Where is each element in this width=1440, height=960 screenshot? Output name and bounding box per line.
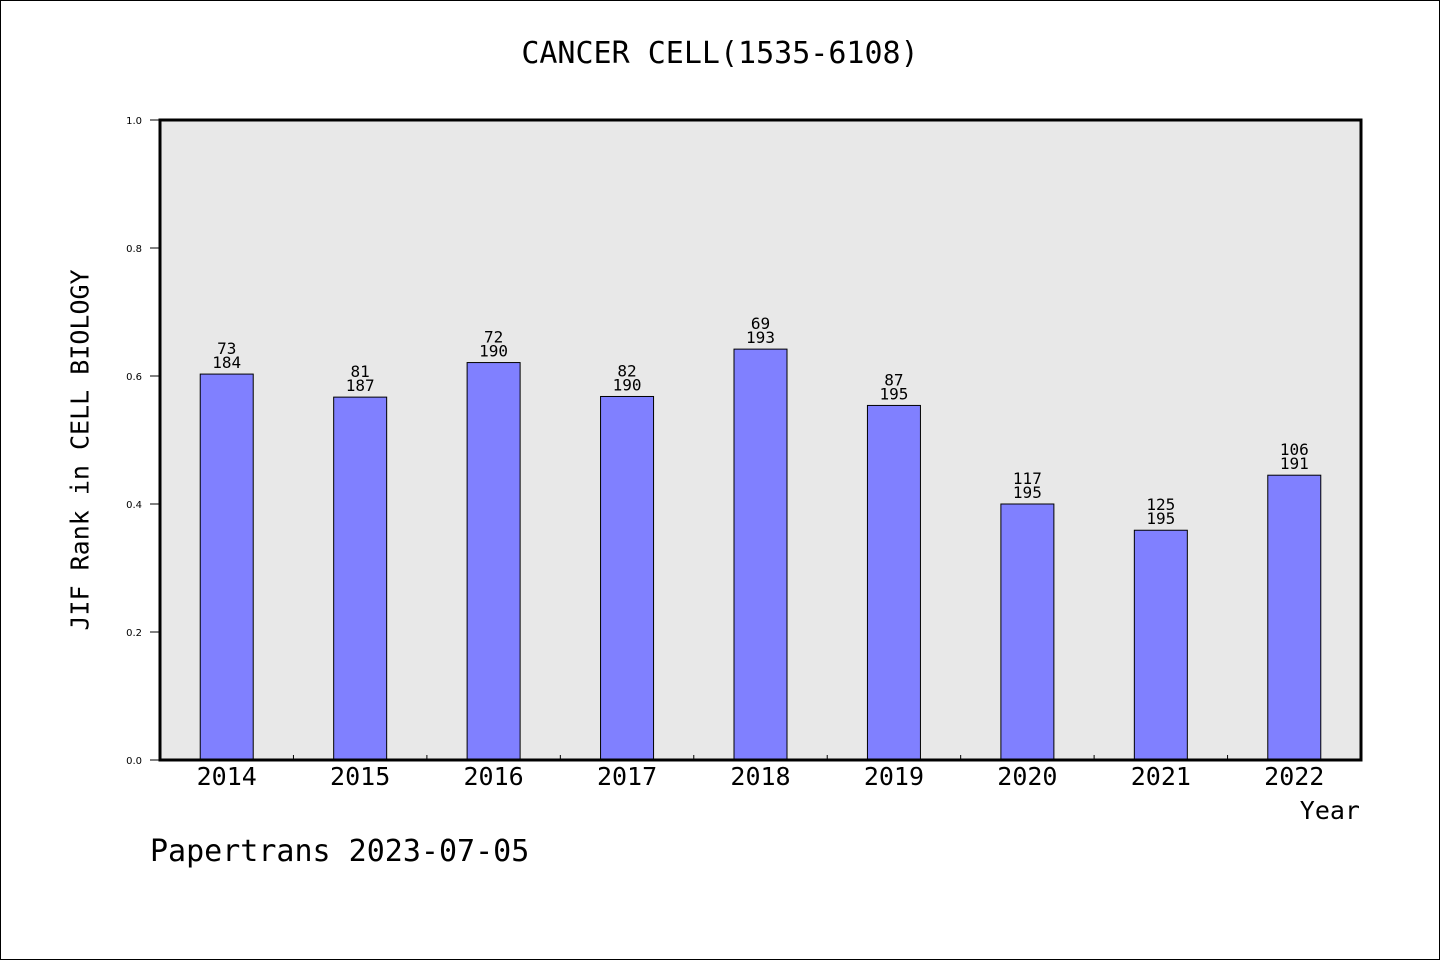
bar-rank-label: 72 (484, 328, 503, 347)
x-tick-label: 2014 (197, 762, 257, 791)
bar-total-label: 191 (1280, 454, 1309, 473)
x-tick-label: 2016 (464, 762, 524, 791)
bar (466, 362, 521, 761)
bar-total-label: 184 (212, 353, 241, 372)
bar (1267, 474, 1322, 761)
bar-rank-label: 69 (751, 314, 770, 333)
x-tick-label: 2020 (997, 762, 1057, 791)
bar-rank-label: 125 (1146, 495, 1175, 514)
chart-title: CANCER CELL(1535-6108) (521, 36, 919, 71)
y-tick-label: 0.6 (126, 372, 142, 383)
bar-rank-label: 117 (1013, 469, 1042, 488)
x-axis-label: Year (1299, 796, 1360, 825)
y-tick-label: 0.0 (126, 756, 142, 767)
y-tick-label: 0.4 (126, 500, 142, 511)
bar (1000, 503, 1055, 761)
bar-rank-label: 81 (351, 362, 370, 381)
bar-total-label: 190 (479, 342, 508, 361)
x-tick-label: 2018 (730, 762, 790, 791)
bar (199, 373, 254, 761)
plot-border (158, 118, 1363, 762)
bar-rank-label: 106 (1280, 440, 1309, 459)
bar (333, 396, 388, 761)
bar (1133, 529, 1188, 761)
bar-rank-label: 87 (884, 370, 903, 389)
x-tick-label: 2019 (864, 762, 924, 791)
bar-rank-label: 73 (217, 339, 236, 358)
bar (733, 348, 788, 761)
bar-total-label: 195 (1013, 483, 1042, 502)
x-tick-label: 2017 (597, 762, 657, 791)
footer-credit: Papertrans 2023-07-05 (150, 834, 530, 869)
y-tick-label: 1.0 (126, 116, 142, 127)
x-tick-label: 2021 (1131, 762, 1191, 791)
x-tick-label: 2022 (1264, 762, 1324, 791)
y-tick-label: 0.2 (126, 628, 142, 639)
y-tick-label: 0.8 (126, 244, 142, 255)
bar-total-label: 190 (613, 375, 642, 394)
bar-total-label: 193 (746, 328, 775, 347)
x-tick-label: 2015 (330, 762, 390, 791)
bar-total-label: 187 (346, 376, 375, 395)
bar-total-label: 195 (1146, 509, 1175, 528)
bar-total-label: 195 (879, 384, 908, 403)
bar (600, 395, 655, 761)
bar-rank-label: 82 (617, 361, 636, 380)
bar (866, 404, 921, 761)
